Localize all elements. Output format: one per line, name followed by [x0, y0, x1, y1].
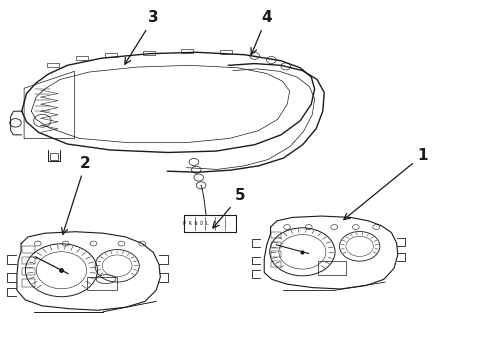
Text: 1: 1	[344, 148, 428, 220]
Bar	[23, 268, 35, 275]
Text: 3: 3	[125, 10, 159, 64]
Bar	[220, 50, 232, 54]
Bar	[87, 277, 117, 290]
Bar	[318, 261, 345, 275]
Bar	[47, 63, 59, 67]
Bar	[23, 257, 35, 264]
Bar	[23, 246, 35, 253]
Text: 4: 4	[251, 10, 272, 54]
Bar	[76, 56, 88, 60]
Text: P R N D L: P R N D L	[183, 221, 209, 226]
Bar	[143, 50, 155, 55]
Bar	[270, 261, 281, 267]
Bar	[270, 251, 281, 257]
Bar	[104, 53, 117, 57]
Bar	[23, 279, 35, 287]
Text: 5: 5	[213, 188, 245, 228]
Bar	[270, 232, 281, 238]
Bar	[181, 49, 194, 53]
Bar	[49, 153, 58, 159]
Bar	[270, 242, 281, 248]
Text: 2: 2	[62, 156, 91, 234]
